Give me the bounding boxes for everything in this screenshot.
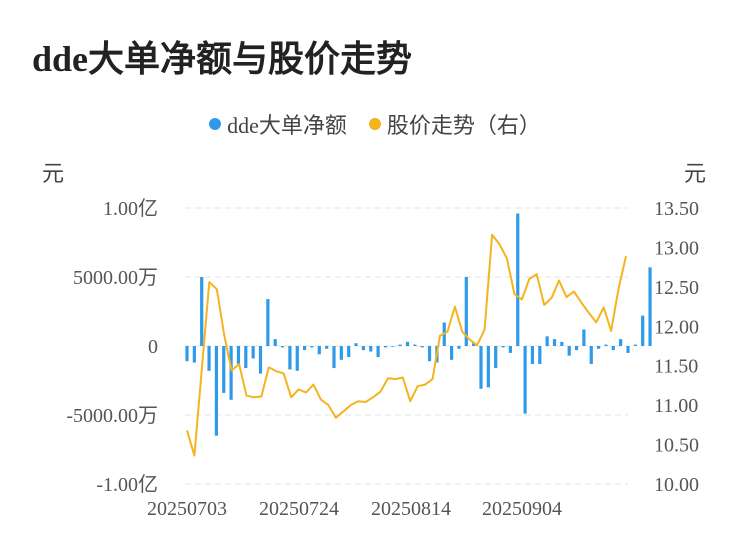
bar [310,346,314,348]
y-right-tick-label: 13.00 [654,237,699,259]
bar [427,346,432,362]
bar [398,344,402,346]
bar [626,346,630,353]
bar [619,339,623,346]
bar [611,346,615,351]
bar [332,346,336,369]
bar [479,346,483,389]
bar [280,346,285,348]
bar [604,344,608,346]
bar [236,346,241,364]
bar [229,346,233,400]
chart-title: dde大单净额与股价走势 [32,39,413,79]
bar [633,344,637,346]
bar [574,346,579,351]
bar [295,346,299,371]
bar [523,346,527,414]
bar [494,346,498,369]
bar [413,344,417,346]
bar [582,329,586,346]
bar [288,346,292,370]
bar [405,341,410,346]
bar [472,343,476,346]
y-right-tick-label: 11.50 [654,356,698,378]
bar [552,339,557,346]
bar [457,346,461,349]
bar [317,346,321,355]
bar [222,346,226,393]
price-line [186,233,627,457]
bar [266,299,270,346]
bar [501,346,505,348]
bar [325,346,329,349]
bar [589,346,593,364]
bar [648,267,652,346]
x-tick-label: 20250904 [482,498,562,520]
bar [258,346,263,374]
bar [567,346,571,356]
legend-dot-icon [209,118,222,130]
y-right-tick-label: 13.50 [654,198,699,220]
bar [273,339,277,346]
legend-item-dde[interactable]: dde大单净额 [209,108,347,140]
legend-label: dde大单净额 [227,113,347,138]
bar [538,346,542,364]
bar [200,277,204,346]
legend-label: 股价走势（右） [386,113,541,138]
bar [361,346,365,351]
bar [420,346,424,348]
bar [192,346,196,363]
bar [244,346,248,369]
bar [369,346,373,352]
bar [516,213,520,346]
legend-item-price[interactable]: 股价走势（右） [368,108,541,140]
y-left-tick-label: 1.00亿 [103,197,158,220]
y-right-tick-label: 12.00 [654,316,699,338]
bar [464,277,468,346]
bar [354,343,358,346]
bar [185,346,189,362]
y-right-tick-label: 11.00 [654,395,698,417]
x-tick-label: 20250703 [147,498,227,520]
bar [383,346,388,348]
right-axis-unit: 元 [684,161,707,186]
bar [641,315,645,346]
bar [508,346,512,353]
y-right-tick-label: 10.50 [654,435,699,457]
x-tick-label: 20250814 [371,498,451,520]
bar [560,341,564,346]
bar [303,346,307,351]
y-left-tick-label: 0 [148,336,158,358]
bar [545,336,549,346]
y-left-tick-label: -1.00亿 [96,473,158,496]
bar [214,346,218,436]
bar [207,346,211,371]
bar [486,346,490,388]
legend-dot-icon [368,118,381,130]
legend: dde大单净额 股价走势（右） [0,108,750,140]
x-tick-label: 20250724 [259,498,339,520]
y-right-tick-label: 10.00 [654,474,699,496]
bar [530,346,535,364]
y-right-tick-label: 12.50 [654,277,699,299]
bar [339,346,343,360]
y-left-tick-label: 5000.00万 [73,267,158,289]
bar [450,346,454,360]
y-left-tick-label: -5000.00万 [66,405,158,427]
bar [251,346,255,359]
bar [376,346,380,358]
bar [347,346,351,358]
bar [391,346,395,347]
left-axis-unit: 元 [42,161,65,186]
bar [597,346,601,349]
